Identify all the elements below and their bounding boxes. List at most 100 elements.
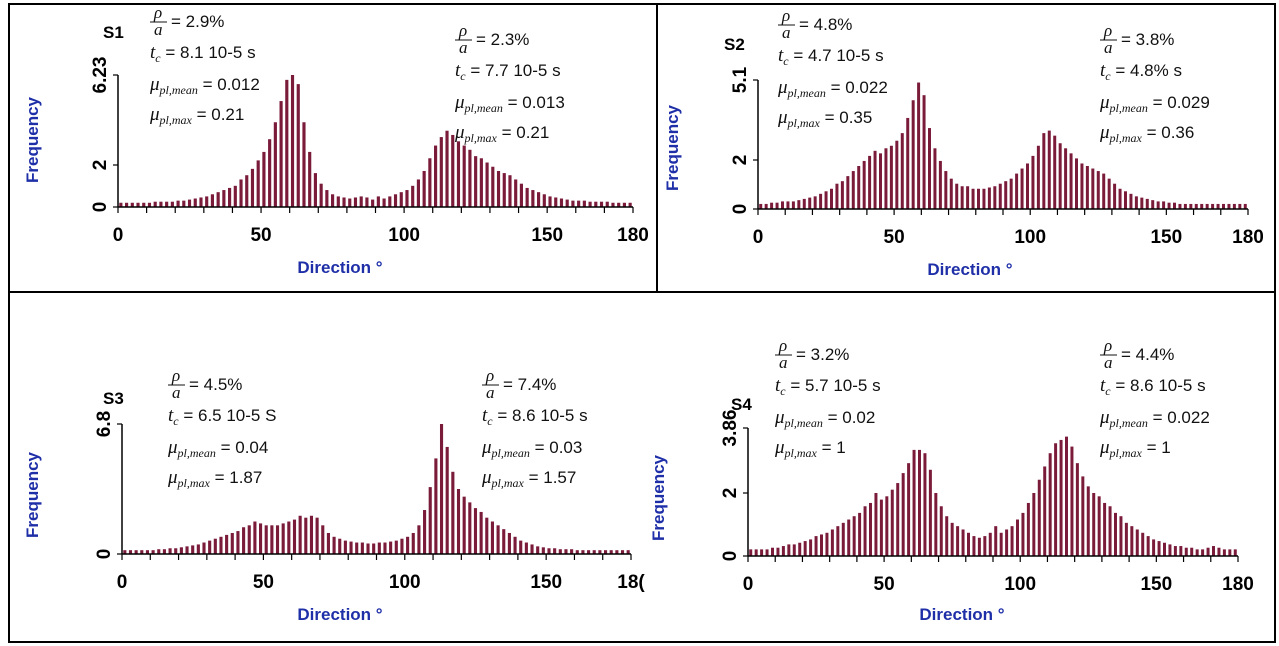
histogram-bar [960,186,964,209]
histogram-bar [1222,203,1225,209]
histogram-bar [749,549,753,556]
histogram-bar [268,139,272,207]
mu-mean-line: μpl,mean = 0.04 [167,437,268,460]
histogram-bar [1212,546,1215,556]
histogram-bar [1141,532,1145,556]
mu-mean-line: μpl,mean = 0.03 [481,437,582,460]
histogram-bar [869,502,872,556]
histogram-bar [617,202,621,207]
histogram-bar [147,202,152,207]
histogram-bar [1151,200,1155,209]
histogram-bar [416,179,420,207]
histogram-bar [759,203,763,209]
histogram-bar [125,202,129,207]
histogram-bar [298,515,302,554]
histogram-bar [835,183,839,209]
histogram-bar [309,515,314,554]
mu-max-line: μpl,max = 0.35 [777,107,872,130]
histogram-bar [615,550,619,554]
histogram-bar [1243,203,1247,209]
histogram-bar [1145,198,1149,209]
histogram-bar [233,185,237,207]
histogram-bar [349,541,353,554]
x-axis-label: Direction ° [297,605,382,624]
histogram-bar [863,506,867,556]
histogram-bar [541,547,545,554]
histogram-bar [977,188,980,209]
histogram-bar [1195,549,1199,556]
histogram-bar [771,547,774,556]
histogram-bar [530,544,534,554]
histogram-bar [1200,203,1204,209]
histogram-bar [285,79,289,207]
histogram-bar [176,200,180,207]
y-tick-label: 0 [90,202,111,213]
histogram-bar [366,543,370,554]
rho-symbol: ρ [171,366,180,385]
histogram-bar [1163,542,1166,556]
histogram-bar [1124,522,1128,556]
histogram-bar [332,536,336,554]
tc-line: tc = 6.5 10-5 S [168,405,276,428]
histogram-bar [193,198,197,207]
histogram-bar [411,532,415,554]
rho-symbol: ρ [485,366,494,385]
histogram-bar [907,463,911,556]
histogram-bar [225,534,229,554]
mu-max-line: μpl,max = 0.21 [454,122,549,145]
histogram-bar [162,549,166,554]
histogram-bar [918,449,921,556]
histogram-bar [490,521,494,554]
histogram-bar [123,550,127,554]
histogram-bar [889,145,893,209]
histogram-bar [594,201,598,207]
histogram-bar [491,166,495,207]
x-tick-label: 180 [1222,574,1254,595]
mu-mean-line: μpl,mean = 0.022 [777,77,888,100]
histogram-bar [577,200,581,207]
histogram-bar [525,187,529,207]
x-tick-label: 50 [253,572,274,593]
histogram-bar [236,531,240,554]
histogram-bar [1146,536,1150,556]
histogram-bar [553,548,557,554]
histogram-bar [1037,479,1041,556]
histogram-bar [862,160,866,209]
histogram-bar [405,190,409,207]
histogram-bar [451,471,455,554]
histogram-bar [814,536,818,556]
histogram-bar [365,197,369,207]
histogram-bar [479,158,483,207]
histogram-bar [592,550,596,554]
histogram-bar [502,529,506,554]
histogram-bar [388,196,392,207]
y-axis-label: Frequency [23,451,42,538]
histogram-bar [1124,191,1127,209]
histogram-bar [1216,203,1220,209]
histogram-bar [496,170,501,207]
histogram-bar [372,543,376,554]
histogram-bar [359,196,363,207]
histogram-bar [911,100,915,209]
x-tick-label: 180 [617,225,649,246]
histogram-bar [781,546,785,556]
histogram-bar [884,148,888,209]
histogram-bar [1206,547,1210,556]
histogram-bar [1059,439,1063,556]
histogram-bar [185,546,189,554]
histogram-bar [879,153,882,209]
histogram-bar [1140,197,1144,209]
histogram-bar [1108,506,1112,556]
histogram-bar [514,179,518,207]
histogram-bar [136,202,140,207]
histogram-bar [879,499,883,556]
histogram-bar [770,202,774,209]
histogram-bar [439,137,443,207]
histogram-panel-s1: 0 50 100 150 180 0 2 6.23 Direction ° Frequency S1… [23,3,649,277]
histogram-bar [1065,436,1068,556]
annotation-block: ρa = 3.8% tc = 4.8% s μpl,mean = 0.029 μpl,m… [1099,21,1210,145]
histogram-bar [275,525,280,554]
rho-ratio-value: = 3.2% [796,345,849,364]
